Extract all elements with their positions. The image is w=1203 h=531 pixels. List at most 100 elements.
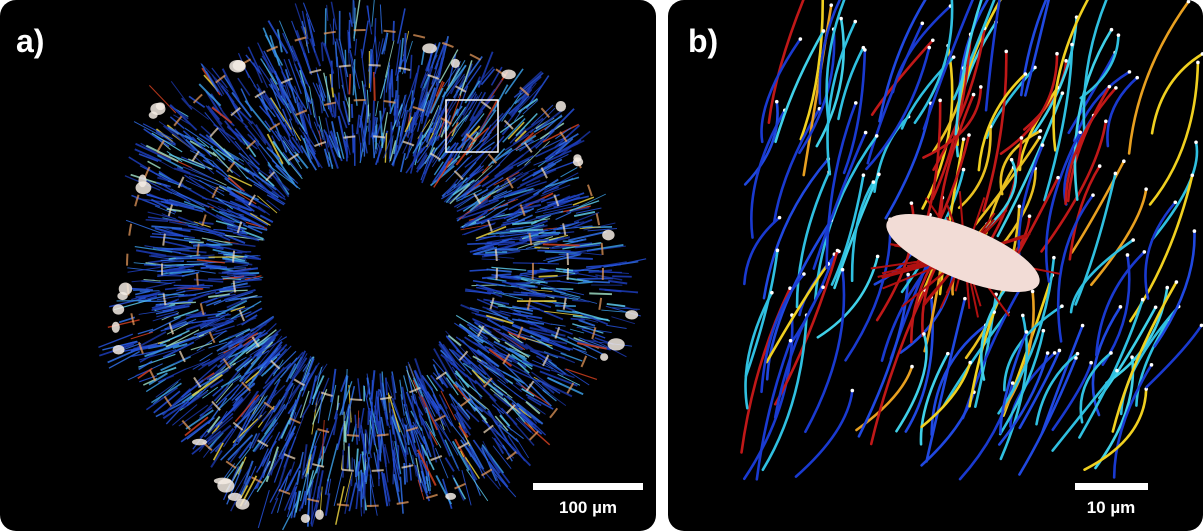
strand-end: [1055, 52, 1059, 56]
strand-end: [829, 3, 833, 7]
fiber: [568, 258, 593, 259]
strand-end: [1196, 61, 1200, 65]
strand-end: [872, 180, 876, 184]
strand-end: [1108, 85, 1112, 89]
fiber: [339, 93, 340, 110]
bright-spot: [138, 175, 146, 188]
strand-end: [1089, 361, 1093, 365]
strand-end: [1028, 214, 1032, 218]
fiber: [470, 270, 489, 271]
bright-spot: [113, 304, 125, 314]
bright-spot: [422, 43, 437, 53]
strand-end: [906, 273, 910, 277]
strand-end: [1110, 28, 1114, 32]
strand-end: [770, 291, 774, 295]
strand-end: [972, 93, 976, 97]
strand-end: [862, 173, 866, 177]
strand-end: [1039, 129, 1043, 133]
strand-end: [854, 101, 858, 105]
strand-end: [853, 20, 857, 24]
bright-spot: [149, 112, 158, 119]
panel-label: a): [16, 23, 44, 59]
strand-end: [1128, 70, 1132, 74]
strand-end: [1070, 43, 1074, 47]
strand-end: [1131, 238, 1135, 242]
strand-end: [967, 133, 971, 137]
strand-end: [938, 99, 942, 103]
fiber: [370, 474, 371, 506]
fiber: [369, 120, 370, 145]
scale-bar: [533, 483, 643, 490]
strand-end: [1175, 280, 1179, 284]
fiber: [543, 281, 560, 282]
strand-end: [1187, 0, 1191, 3]
strand-end: [1190, 173, 1194, 177]
strand-end: [789, 339, 793, 343]
strand-end: [927, 46, 931, 50]
strand-end: [1173, 201, 1177, 205]
strand-end: [1058, 349, 1062, 353]
strand-end: [1076, 352, 1080, 356]
strand-end: [1119, 305, 1123, 309]
bright-spot: [113, 345, 125, 355]
fiber: [577, 278, 613, 279]
bright-spot: [217, 479, 234, 493]
strand-end: [1060, 304, 1064, 308]
strand-end: [1018, 205, 1022, 209]
figure: a) b) 100 µm 10 µm: [0, 0, 1203, 531]
strand-end: [1126, 253, 1130, 257]
strand-end: [1144, 187, 1148, 191]
bright-spot: [156, 102, 165, 110]
strand-end: [1109, 351, 1113, 355]
strand-end: [1004, 50, 1008, 54]
fiber: [539, 276, 558, 277]
strand-end: [839, 17, 843, 21]
strand-end: [1038, 136, 1042, 140]
strand-end: [822, 29, 826, 33]
strand-end: [979, 85, 983, 89]
bright-spot: [192, 439, 207, 446]
strand-end: [1021, 314, 1025, 318]
strand-end: [1141, 298, 1145, 302]
strand-end: [1098, 164, 1102, 168]
strand-end: [1194, 140, 1198, 144]
strand-end: [1154, 305, 1158, 309]
strand-end: [775, 100, 779, 104]
bright-spot: [608, 338, 625, 350]
strand-end: [952, 55, 956, 59]
fiber: [543, 244, 580, 245]
bright-spot: [117, 292, 128, 300]
fiber: [386, 378, 387, 396]
scale-bar-label: 10 µm: [1087, 498, 1136, 517]
strand-end: [946, 352, 950, 356]
strand-end: [910, 201, 914, 205]
fiber: [352, 457, 353, 486]
strand-end: [1020, 136, 1024, 140]
bright-spot: [301, 514, 310, 523]
strand-end: [1117, 33, 1121, 37]
strand-end: [1031, 290, 1035, 294]
fiber: [527, 270, 554, 271]
fiber: [471, 285, 497, 286]
strand-end: [876, 255, 880, 259]
bright-spot: [625, 310, 638, 319]
strand-end: [1010, 158, 1014, 162]
fiber: [161, 248, 196, 249]
bright-spot: [445, 493, 456, 500]
page: a) b) 100 µm 10 µm (() => { const data =…: [0, 0, 1203, 531]
strand-end: [931, 39, 935, 43]
bright-spot: [602, 230, 614, 241]
strand-end: [851, 389, 855, 393]
strand-end: [877, 172, 881, 176]
scale-bar: [1075, 483, 1148, 490]
strand-end: [836, 249, 840, 253]
bright-spot: [451, 59, 460, 68]
strand-end: [863, 48, 867, 52]
strand-end: [1074, 356, 1078, 360]
bright-spot: [233, 60, 246, 71]
strand-end: [821, 285, 825, 289]
strand-end: [1165, 286, 1169, 290]
fiber: [368, 104, 369, 122]
strand-end: [963, 297, 967, 301]
fiber: [349, 446, 350, 470]
